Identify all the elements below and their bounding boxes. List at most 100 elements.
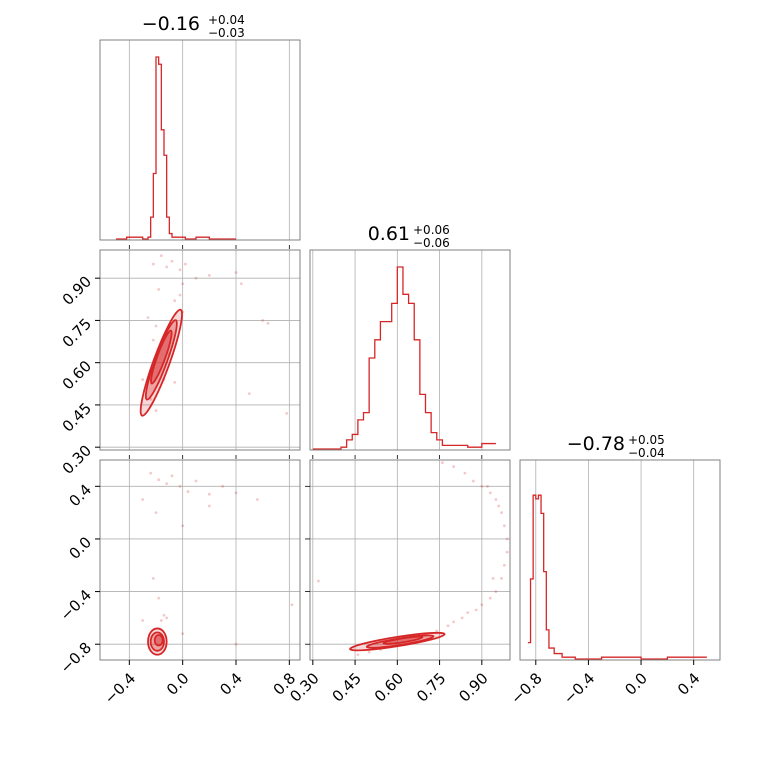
sample-point <box>221 484 225 488</box>
sample-point <box>255 498 259 501</box>
sample-point <box>173 380 177 384</box>
sample-point <box>463 471 467 475</box>
sample-point <box>494 498 498 501</box>
sample-point <box>170 474 174 478</box>
sample-point <box>452 620 456 624</box>
y-tick-label: 0.90 <box>59 273 95 309</box>
sample-point <box>178 268 182 272</box>
sample-point <box>207 492 211 496</box>
sample-point <box>154 409 158 412</box>
sample-point <box>162 613 166 617</box>
sample-point <box>502 563 506 567</box>
sample-point <box>149 471 153 475</box>
sample-point <box>440 461 444 465</box>
sample-point <box>154 324 158 328</box>
sample-point <box>141 619 145 622</box>
sample-point <box>173 299 177 303</box>
sample-point <box>157 596 161 600</box>
sample-point <box>165 616 169 620</box>
sample-point <box>505 550 509 554</box>
sample-point <box>261 319 265 322</box>
title-param-2-sup: +0.06 <box>413 223 450 237</box>
title-param-2-sub: −0.06 <box>413 236 450 250</box>
sample-point <box>159 254 163 258</box>
scatter-panel-2 <box>141 471 294 656</box>
sample-point <box>194 479 198 483</box>
scatter-panel-3 <box>317 461 509 657</box>
contour-level-2 <box>144 319 178 401</box>
x-tick-label: 0.0 <box>621 669 651 699</box>
contour-level-3 <box>150 329 173 385</box>
histogram-param-2 <box>312 266 496 450</box>
x-tick-label: 0.90 <box>455 669 491 705</box>
title-param-3: −0.78 <box>567 433 625 455</box>
x-tick-label: −0.8 <box>507 669 545 707</box>
sample-point <box>356 653 360 657</box>
sample-point <box>207 504 211 508</box>
sample-point <box>141 498 145 501</box>
sample-point <box>497 504 501 508</box>
sample-point <box>435 629 439 633</box>
sample-point <box>159 619 163 622</box>
y-tick-label: 0.60 <box>59 357 95 393</box>
sample-point <box>247 392 251 396</box>
sample-point <box>157 478 161 482</box>
data-layer <box>116 56 707 660</box>
sample-point <box>446 624 450 628</box>
y-tick-label: 0.0 <box>65 533 95 563</box>
sample-point <box>480 603 484 607</box>
sample-point <box>183 262 187 266</box>
sample-point <box>165 482 169 486</box>
panel-frame <box>519 459 721 661</box>
sample-point <box>471 479 475 483</box>
sample-point <box>141 378 145 381</box>
sample-point <box>154 511 158 515</box>
sample-point <box>317 579 320 583</box>
title-param-2: 0.61 <box>368 223 410 245</box>
sample-point <box>239 282 243 286</box>
sample-point <box>266 321 270 325</box>
sample-point <box>466 611 470 615</box>
y-tick-label: 0.75 <box>59 315 95 351</box>
sample-point <box>452 465 456 468</box>
sample-point <box>207 273 211 277</box>
sample-point <box>505 537 509 541</box>
panel-frame <box>309 249 511 451</box>
x-tick-label: 0.45 <box>329 669 365 705</box>
x-tick-label: 0.4 <box>674 669 704 699</box>
sample-point <box>480 484 484 488</box>
sample-point <box>367 650 371 654</box>
x-tick-label: 0.60 <box>371 669 407 705</box>
sample-point <box>502 524 506 528</box>
sample-point <box>234 271 238 274</box>
title-param-3-sup: +0.05 <box>628 433 665 447</box>
histogram-param-1 <box>116 56 236 240</box>
title-param-1: −0.16 <box>142 13 200 35</box>
sample-point <box>181 524 185 528</box>
sample-point <box>234 642 238 646</box>
y-tick-label: −0.8 <box>57 639 95 677</box>
sample-point <box>146 316 150 320</box>
sample-point <box>491 577 495 580</box>
y-tick-label: 0.30 <box>59 442 95 478</box>
sample-point <box>178 484 182 488</box>
contour-level-3 <box>153 634 164 647</box>
sample-point <box>151 338 155 342</box>
contour-level-3 <box>382 635 424 645</box>
title-param-3-sub: −0.04 <box>628 446 665 460</box>
sample-point <box>500 577 503 580</box>
x-tick-label: 0.75 <box>413 669 449 705</box>
sample-point <box>165 265 169 269</box>
title-param-1-sub: −0.03 <box>208 26 245 40</box>
frames-layer <box>99 39 721 661</box>
sample-point <box>488 596 492 600</box>
x-tick-label: 0.4 <box>216 669 246 699</box>
sample-point <box>494 590 498 593</box>
sample-point <box>488 491 492 495</box>
x-tick-label: 0.0 <box>163 669 193 699</box>
y-tick-label: −0.4 <box>57 586 95 624</box>
histogram-param-3 <box>527 494 707 660</box>
sample-point <box>170 259 174 263</box>
panel-frame <box>99 459 301 661</box>
